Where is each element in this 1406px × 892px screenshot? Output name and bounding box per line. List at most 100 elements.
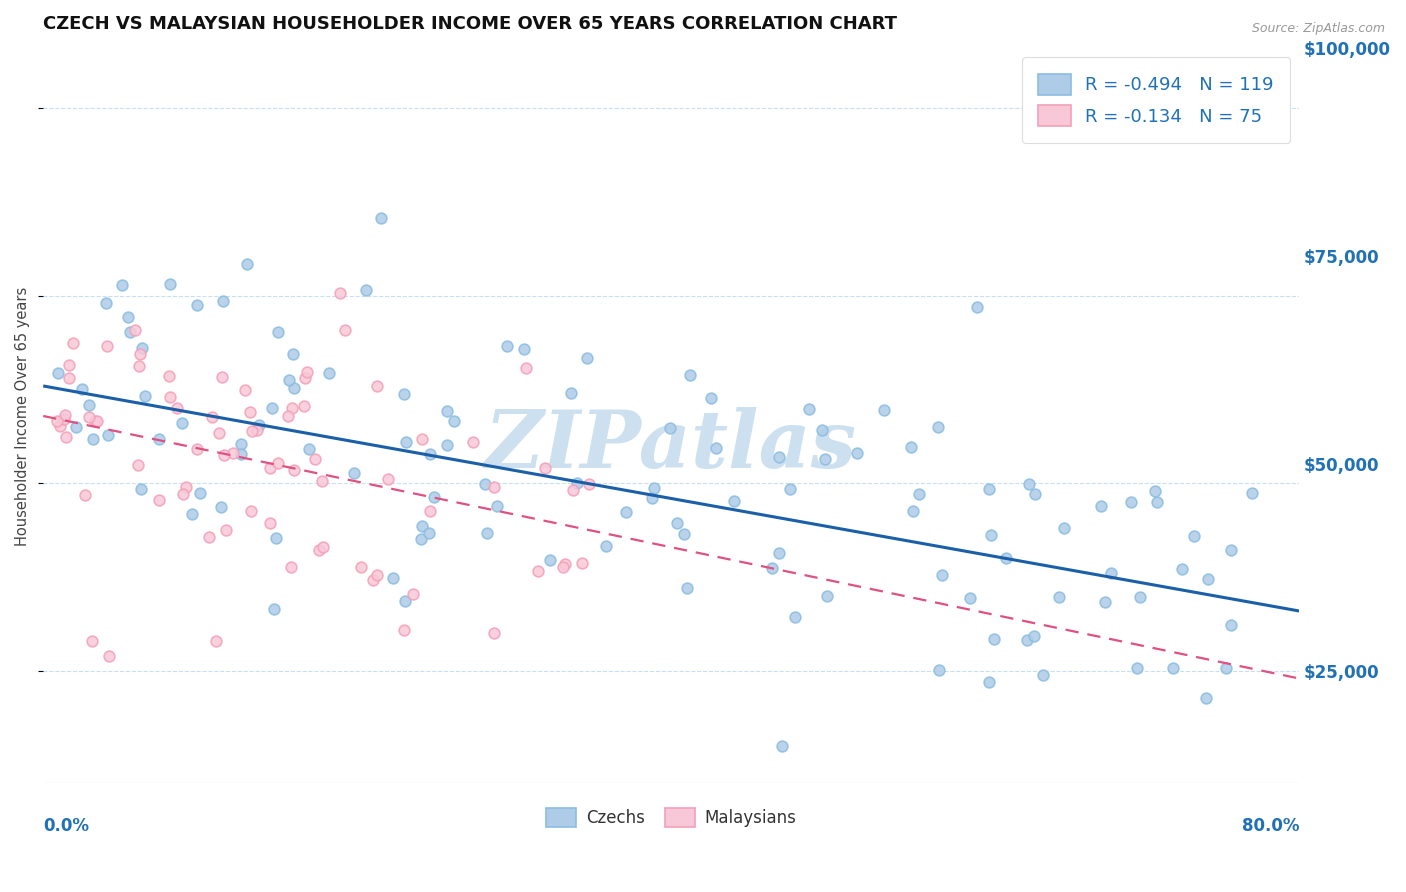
Point — [595, 539, 617, 553]
Point — [1219, 543, 1241, 558]
Point — [343, 466, 366, 480]
Point — [127, 458, 149, 473]
Point — [395, 434, 418, 449]
Point — [641, 491, 664, 505]
Point — [980, 528, 1002, 542]
Point — [665, 516, 688, 530]
Point — [768, 450, 790, 465]
Point — [908, 487, 931, 501]
Point — [209, 500, 232, 515]
Point — [515, 360, 537, 375]
Point — [565, 476, 588, 491]
Point — [79, 409, 101, 424]
Point — [411, 532, 433, 546]
Point — [418, 526, 440, 541]
Point — [278, 373, 301, 387]
Point — [277, 409, 299, 424]
Point — [643, 482, 665, 496]
Point — [1047, 591, 1070, 605]
Point — [166, 401, 188, 415]
Point — [304, 451, 326, 466]
Point — [672, 526, 695, 541]
Point — [222, 446, 245, 460]
Point — [977, 675, 1000, 690]
Point — [560, 385, 582, 400]
Point — [239, 405, 262, 419]
Point — [295, 365, 318, 379]
Point — [247, 418, 270, 433]
Point — [240, 424, 263, 438]
Point — [308, 543, 330, 558]
Point — [1024, 629, 1046, 643]
Point — [411, 432, 433, 446]
Point — [785, 610, 807, 624]
Point — [281, 401, 304, 415]
Point — [678, 368, 700, 383]
Point — [381, 571, 404, 585]
Point — [495, 338, 517, 352]
Point — [281, 347, 304, 361]
Point — [311, 475, 333, 489]
Point — [1197, 572, 1219, 586]
Point — [318, 367, 340, 381]
Point — [1182, 529, 1205, 543]
Point — [62, 336, 84, 351]
Point — [82, 633, 104, 648]
Point — [700, 392, 723, 406]
Point — [983, 632, 1005, 646]
Point — [98, 649, 121, 664]
Point — [361, 573, 384, 587]
Point — [350, 559, 373, 574]
Point — [211, 294, 233, 309]
Point — [723, 494, 745, 508]
Point — [264, 531, 287, 545]
Point — [205, 634, 228, 648]
Point — [1018, 477, 1040, 491]
Point — [1129, 590, 1152, 604]
Point — [129, 483, 152, 497]
Point — [186, 442, 208, 456]
Point — [65, 420, 87, 434]
Point — [52, 411, 75, 425]
Point — [267, 325, 290, 339]
Point — [83, 414, 105, 428]
Point — [966, 300, 988, 314]
Point — [174, 480, 197, 494]
Point — [117, 310, 139, 324]
Point — [810, 423, 832, 437]
Point — [575, 351, 598, 365]
Point — [70, 382, 93, 396]
Point — [419, 503, 441, 517]
Point — [571, 556, 593, 570]
Point — [311, 540, 333, 554]
Point — [979, 483, 1001, 497]
Point — [236, 257, 259, 271]
Point — [58, 371, 80, 385]
Point — [900, 440, 922, 454]
Point — [55, 430, 77, 444]
Text: ZIPatlas: ZIPatlas — [485, 407, 858, 484]
Point — [94, 296, 117, 310]
Point — [262, 401, 284, 415]
Point — [283, 463, 305, 477]
Point — [79, 398, 101, 412]
Point — [263, 602, 285, 616]
Point — [872, 403, 894, 417]
Point — [157, 368, 180, 383]
Point — [1220, 617, 1243, 632]
Point — [901, 503, 924, 517]
Point — [229, 437, 252, 451]
Point — [120, 326, 142, 340]
Point — [370, 211, 392, 225]
Point — [561, 483, 583, 497]
Text: CZECH VS MALAYSIAN HOUSEHOLDER INCOME OVER 65 YEARS CORRELATION CHART: CZECH VS MALAYSIAN HOUSEHOLDER INCOME OV… — [44, 15, 897, 33]
Point — [1090, 500, 1112, 514]
Point — [1099, 566, 1122, 580]
Point — [298, 442, 321, 456]
Point — [614, 505, 637, 519]
Point — [474, 476, 496, 491]
Point — [554, 557, 576, 571]
Point — [482, 480, 505, 494]
Point — [229, 448, 252, 462]
Point — [239, 504, 262, 518]
